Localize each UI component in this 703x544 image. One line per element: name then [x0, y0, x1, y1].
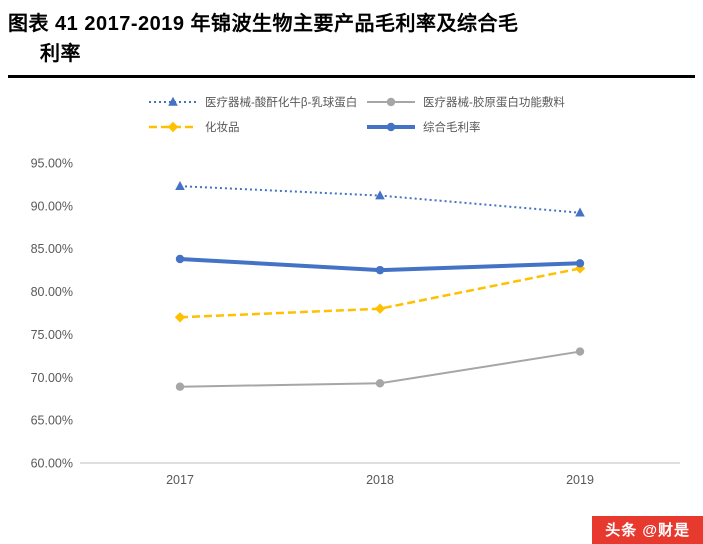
chart-legend: 医疗器械-酸酐化牛β-乳球蛋白 医疗器械-胶原蛋白功能敷料化妆品 综合毛利率 — [148, 94, 584, 135]
chart-series — [175, 180, 585, 217]
figure-title-line1: 图表 41 2017-2019 年锦波生物主要产品毛利率及综合毛 — [8, 13, 519, 35]
line-chart: 60.00% 65.00% 70.00% 75.00% 80.00% 85.00% 90.0… — [31, 157, 680, 487]
data-point-marker — [168, 96, 178, 106]
legend-item: 医疗器械-胶原蛋白功能敷料 — [366, 94, 584, 110]
chart-series — [175, 254, 585, 275]
legend-swatch — [149, 121, 197, 133]
y-axis-tick-label: 75.00% — [31, 328, 73, 342]
data-point-marker — [174, 312, 186, 323]
legend-item: 综合毛利率 — [366, 119, 584, 135]
y-axis-tick-label: 70.00% — [31, 371, 73, 385]
legend-label: 综合毛利率 — [423, 122, 481, 134]
data-point-marker — [175, 382, 185, 391]
data-point-marker — [575, 347, 585, 356]
title-divider — [8, 75, 695, 78]
x-axis-tick-label: 2018 — [366, 473, 394, 487]
data-point-marker — [167, 121, 179, 133]
watermark-badge: 头条 @财是 — [592, 516, 703, 544]
legend-item: 医疗器械-酸酐化牛β-乳球蛋白 — [148, 94, 366, 110]
watermark-text: 头条 @财是 — [605, 522, 690, 539]
data-point-marker — [375, 379, 385, 388]
y-axis-tick-label: 85.00% — [31, 242, 73, 256]
x-axis-tick-label: 2019 — [566, 473, 594, 487]
data-point-marker — [374, 303, 386, 314]
data-point-marker — [375, 265, 385, 275]
y-axis-tick-label: 95.00% — [31, 157, 73, 171]
figure-title-line2: 利率 — [40, 43, 81, 65]
data-point-marker — [386, 97, 396, 107]
legend-swatch — [367, 122, 415, 132]
series-line — [179, 267, 581, 319]
data-point-marker — [386, 122, 396, 132]
chart-series — [175, 347, 585, 391]
series-line — [179, 185, 581, 214]
figure-title: 图表 41 2017-2019 年锦波生物主要产品毛利率及综合毛 利率 — [0, 0, 703, 69]
data-point-marker — [575, 259, 585, 268]
data-point-marker — [375, 190, 385, 200]
legend-label: 医疗器械-酸酐化牛β-乳球蛋白 — [205, 97, 358, 109]
legend-label: 化妆品 — [205, 122, 240, 134]
chart-series — [174, 263, 586, 323]
y-axis-tick-label: 90.00% — [31, 199, 73, 213]
chart-area: 医疗器械-酸酐化牛β-乳球蛋白 医疗器械-胶原蛋白功能敷料化妆品 综合毛利率 60.… — [0, 94, 703, 509]
data-point-marker — [175, 180, 185, 190]
legend-swatch — [367, 97, 415, 107]
legend-swatch — [149, 96, 197, 106]
y-axis-tick-label: 60.00% — [31, 457, 73, 471]
legend-item: 化妆品 — [148, 119, 366, 135]
y-axis-tick-label: 80.00% — [31, 285, 73, 299]
x-axis-tick-label: 2017 — [166, 473, 194, 487]
data-point-marker — [175, 254, 185, 264]
legend-label: 医疗器械-胶原蛋白功能敷料 — [423, 97, 565, 109]
y-axis-tick-label: 65.00% — [31, 414, 73, 428]
data-point-marker — [575, 207, 585, 217]
